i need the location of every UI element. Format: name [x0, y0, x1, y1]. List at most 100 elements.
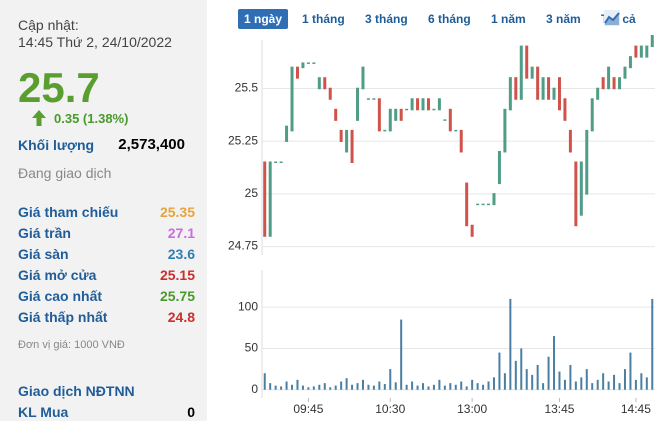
volume-bar [340, 381, 343, 390]
updated-label: Cập nhật: [18, 17, 79, 33]
foreign-value: 0 [187, 404, 195, 420]
candle [536, 66, 540, 100]
volume-bar [634, 379, 637, 390]
volume-bar [263, 373, 266, 390]
volume-bar [645, 377, 648, 390]
candle [623, 66, 627, 79]
row-label: Giá cao nhất [18, 288, 103, 304]
candle [448, 108, 452, 132]
candle [323, 77, 327, 90]
volume-bar [323, 383, 326, 390]
volume-bar [585, 369, 588, 390]
candle [361, 66, 365, 90]
volume-bar [613, 374, 616, 390]
range-button[interactable]: 1 năm [491, 12, 526, 26]
y-tick-label: 25.25 [228, 133, 258, 147]
volume-bar [553, 336, 556, 390]
candle [503, 108, 507, 153]
volume-bar [476, 383, 479, 390]
row-value: 25.75 [159, 288, 195, 304]
range-button[interactable]: 1 ngày [238, 9, 289, 29]
range-button[interactable]: 6 tháng [428, 12, 471, 26]
candle [306, 62, 310, 64]
volume-bar [640, 373, 643, 390]
candle [268, 161, 272, 237]
candle [317, 77, 321, 90]
candle [366, 98, 370, 100]
volume-bar [296, 379, 299, 390]
volume-bar [503, 373, 506, 390]
candle [443, 119, 447, 121]
candle [394, 108, 398, 121]
volume-bar [301, 385, 304, 390]
candle [519, 45, 523, 100]
range-button[interactable]: 1 tháng [302, 12, 345, 26]
row-label: Giá tham chiếu [18, 204, 119, 220]
volume-bar [274, 385, 277, 390]
candle [634, 45, 638, 58]
candle [301, 62, 305, 69]
volume-bar [389, 369, 392, 390]
candle [628, 56, 632, 69]
volume-bar [383, 383, 386, 390]
candle [274, 161, 278, 164]
x-tick-label: 10:30 [375, 402, 405, 416]
volume-bar [356, 383, 359, 390]
chart-icon[interactable] [604, 10, 620, 26]
candle [514, 77, 518, 100]
range-button[interactable]: 3 năm [546, 12, 581, 26]
volume-bar [432, 384, 435, 390]
candle [470, 224, 474, 237]
foreign-title: Giao dịch NĐTNN [18, 383, 135, 399]
volume-bar [525, 369, 528, 390]
volume-bar [318, 384, 321, 390]
volume-bar [367, 384, 370, 390]
volume-bar [498, 352, 501, 390]
x-tick-label: 13:45 [544, 402, 574, 416]
candle [388, 108, 392, 132]
candle [454, 129, 458, 132]
volume-label: Khối lượng [18, 137, 95, 153]
volume-bar [378, 381, 381, 390]
volume-bar [602, 373, 605, 390]
candle [612, 77, 616, 90]
volume-bar [563, 379, 566, 390]
status: Đang giao dịch [18, 165, 112, 181]
candle [650, 35, 654, 48]
candle [399, 108, 403, 121]
volume-bar [618, 383, 621, 390]
volume-bar [427, 386, 430, 390]
candle [377, 98, 381, 132]
price-change: 0.35 (1.38%) [54, 111, 129, 126]
chart: 24.75 25 25.25 25.5 0 50 100 09:45 10:30 13:00 13:… [228, 35, 655, 416]
volume-bar [531, 374, 534, 390]
volume-bar [574, 381, 577, 390]
y-tick-label: 100 [238, 299, 258, 313]
volume-bar [558, 371, 561, 390]
candle [590, 98, 594, 132]
row-label: Giá thấp nhất [18, 309, 108, 325]
price: 25.7 [18, 64, 100, 111]
volume-bar [509, 298, 512, 390]
foreign-label: KL Mua [18, 404, 69, 420]
volume: 2,573,400 [118, 136, 185, 153]
candle [416, 98, 420, 111]
volume-bar [454, 384, 457, 390]
range-button[interactable]: 3 tháng [365, 12, 408, 26]
volume-bar [280, 386, 283, 390]
row-value: 23.6 [167, 246, 195, 262]
candle [541, 77, 545, 100]
volume-bar [482, 384, 485, 390]
candle [579, 161, 583, 216]
volume-bar [285, 381, 288, 390]
candle [339, 129, 343, 142]
volume-bar [651, 298, 654, 390]
candle [432, 108, 436, 111]
candle [405, 108, 409, 111]
volume-bar [629, 352, 632, 390]
volume-bar [345, 378, 348, 390]
candle [476, 203, 480, 206]
up-arrow [32, 110, 46, 126]
candle [334, 108, 338, 121]
row-label: Giá mở cửa [18, 267, 97, 283]
